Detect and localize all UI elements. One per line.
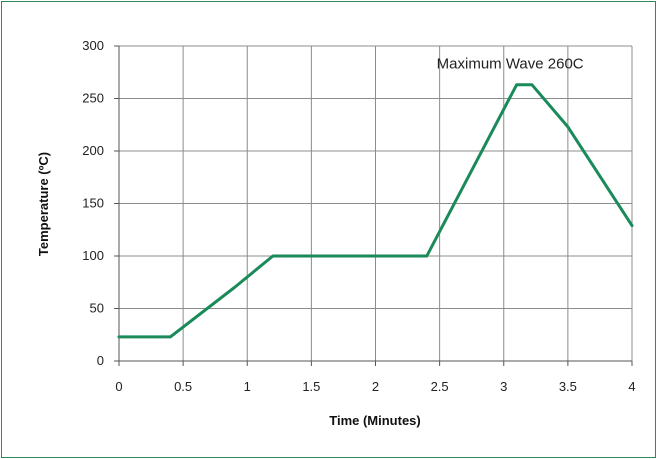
x-tick-label: 3 bbox=[500, 379, 507, 394]
y-tick-label: 200 bbox=[82, 143, 104, 158]
x-tick-label: 3.5 bbox=[559, 379, 577, 394]
x-tick-label: 1.5 bbox=[302, 379, 320, 394]
y-tick-label: 300 bbox=[82, 38, 104, 53]
y-tick-label: 50 bbox=[90, 301, 104, 316]
temperature-profile-line bbox=[117, 83, 634, 339]
annotations: Maximum Wave 260C bbox=[437, 55, 584, 72]
x-tick-label: 2.5 bbox=[431, 379, 449, 394]
axes bbox=[114, 45, 633, 366]
maximum-wave-annotation: Maximum Wave 260C bbox=[437, 55, 584, 72]
grid bbox=[119, 45, 633, 361]
tick-labels: 0 50 100 150 200 250 300 0 0.5 1 1.5 2 2.5 3 3.5 4 bbox=[82, 38, 635, 394]
y-tick-label: 250 bbox=[82, 91, 104, 106]
x-tick-label: 4 bbox=[628, 379, 635, 394]
x-tick-label: 0.5 bbox=[174, 379, 192, 394]
x-tick-label: 2 bbox=[372, 379, 379, 394]
x-tick-label: 1 bbox=[244, 379, 251, 394]
series bbox=[117, 83, 634, 339]
y-axis-title: Temperature (ºC) bbox=[36, 152, 51, 256]
y-tick-label: 150 bbox=[82, 196, 104, 211]
y-tick-label: 0 bbox=[97, 353, 104, 368]
y-tick-label: 100 bbox=[82, 248, 104, 263]
x-axis-title: Time (Minutes) bbox=[329, 413, 421, 428]
x-tick-label: 0 bbox=[115, 379, 122, 394]
